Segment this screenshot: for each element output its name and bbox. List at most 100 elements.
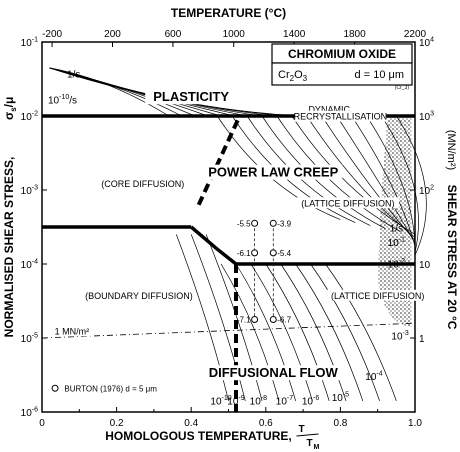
annotation: BURTON (1976) d = 5 μm bbox=[64, 384, 157, 393]
creep-contour bbox=[396, 115, 427, 256]
data-point bbox=[269, 219, 277, 227]
strain-rate-label: 1/s bbox=[390, 223, 403, 234]
annotation-bg bbox=[52, 325, 91, 337]
data-point-label: -6.7 bbox=[277, 316, 291, 325]
x-top-tick-label: 1800 bbox=[343, 29, 366, 40]
x-axis-frac-num: T bbox=[299, 424, 305, 435]
x-tick-label: 0.8 bbox=[333, 418, 347, 429]
y-right-tick-label: 104 bbox=[419, 37, 434, 50]
strain-rate-label: 10-2 bbox=[388, 258, 405, 271]
creep-contour bbox=[366, 115, 416, 250]
material-grain-size: d = 10 μm bbox=[355, 69, 404, 81]
x-top-tick-label: 200 bbox=[104, 29, 121, 40]
field-label: PLASTICITY bbox=[153, 89, 229, 104]
data-point-label: -5.5 bbox=[237, 219, 251, 228]
x-tick-label: 1.0 bbox=[408, 418, 422, 429]
x-axis-frac-den: T bbox=[307, 438, 313, 449]
x-top-tick-label: 1400 bbox=[283, 29, 306, 40]
x-top-tick-label: -200 bbox=[42, 29, 62, 40]
annotation-bg bbox=[84, 289, 193, 301]
y-right-tick-label: 102 bbox=[419, 185, 434, 198]
burton-marker bbox=[51, 384, 59, 392]
annotation: DYNAMIC bbox=[308, 104, 350, 114]
y-axis-symbol: σs/μ bbox=[2, 97, 18, 120]
creep-contour bbox=[291, 115, 416, 235]
y-right-tick-label: 1 bbox=[419, 334, 425, 345]
material-box: CHROMIUM OXIDE Cr2O3 d = 10 μm (Cr_3) bbox=[271, 43, 413, 91]
y-tick-label: 10-2 bbox=[21, 111, 38, 124]
strain-rate-label: 10-9 bbox=[227, 395, 244, 408]
data-point-label: -7.1 bbox=[237, 316, 251, 325]
diffusion-contour bbox=[325, 263, 397, 402]
y-right-axis-title: SHEAR STRESS AT 20 °C bbox=[445, 185, 459, 330]
creep-contour bbox=[246, 115, 371, 226]
diffusion-contour bbox=[310, 263, 380, 402]
field-label: DIFFUSIONAL FLOW bbox=[209, 365, 339, 380]
field-label-bg bbox=[145, 89, 238, 105]
boundary-1MN-line bbox=[41, 322, 416, 339]
annotation-bg bbox=[99, 178, 186, 190]
strain-rate-label: 10-8 bbox=[250, 395, 267, 408]
x-tick-label: 0.4 bbox=[184, 418, 198, 429]
creep-contour bbox=[336, 115, 416, 244]
strain-rate-label: 10-6 bbox=[302, 395, 319, 408]
x-tick-label: 0 bbox=[39, 418, 45, 429]
creep-contour bbox=[351, 115, 416, 247]
strain-rate-label: 10-10/s bbox=[48, 94, 77, 107]
boundary-dashed-plasticity bbox=[196, 115, 242, 206]
creep-contour bbox=[381, 115, 419, 253]
strain-rate-label: 10-7 bbox=[276, 395, 293, 408]
y-tick-label: 10-3 bbox=[21, 185, 38, 198]
annotation: (LATTICE DIFFUSION) bbox=[301, 198, 394, 208]
field-label-bg bbox=[199, 365, 347, 381]
diffusion-contour bbox=[190, 234, 246, 401]
strain-rate-label: 10-5 bbox=[332, 391, 349, 404]
diffusion-contour bbox=[295, 263, 364, 402]
y-axis-title: NORMALISED SHEAR STRESS, bbox=[2, 157, 16, 338]
diffusion-contour bbox=[175, 234, 229, 401]
y-right-tick-label: 10 bbox=[419, 260, 431, 271]
annotation-bg bbox=[326, 289, 429, 301]
creep-contour bbox=[306, 115, 416, 238]
data-point-label: -5.4 bbox=[277, 249, 291, 258]
creep-contour bbox=[261, 115, 386, 229]
annotation-bg bbox=[294, 110, 387, 122]
y-tick-label: 10-6 bbox=[21, 407, 38, 420]
diffusion-contour bbox=[220, 263, 280, 401]
data-point bbox=[269, 316, 277, 323]
diffusion-contour bbox=[280, 263, 347, 402]
annotation: (BOUNDARY DIFFUSION) bbox=[85, 291, 193, 301]
material-subbox bbox=[271, 62, 413, 86]
creep-contour bbox=[276, 115, 401, 232]
field-label: POWER LAW CREEP bbox=[208, 165, 338, 180]
annotation: RECRYSTALLISATION bbox=[294, 112, 388, 122]
x-top-tick-label: 600 bbox=[165, 29, 182, 40]
diffusion-contour bbox=[235, 263, 296, 401]
strain-rate-label: 1/s bbox=[67, 70, 80, 81]
strain-rate-label: 10-3 bbox=[391, 330, 408, 343]
y-right-tick-label: 103 bbox=[419, 111, 434, 124]
x-tick-label: 0.6 bbox=[259, 418, 273, 429]
annotation-bg bbox=[296, 197, 400, 209]
strain-rate-label: 10-1 bbox=[388, 237, 405, 250]
strain-rate-label: 10-4 bbox=[365, 371, 382, 384]
x-axis-title: HOMOLOGOUS TEMPERATURE, bbox=[105, 429, 291, 443]
material-formula: Cr2O3 bbox=[278, 69, 308, 83]
creep-contour bbox=[321, 115, 416, 241]
chart-title: CHROMIUM OXIDE bbox=[288, 47, 396, 61]
field-label-bg bbox=[204, 164, 343, 180]
annotation: 1 MN/m² bbox=[55, 326, 90, 336]
data-point bbox=[269, 249, 277, 257]
annotation: (CORE DIFFUSION) bbox=[101, 179, 184, 189]
y-right-axis-unit: (MN/m²) bbox=[445, 130, 457, 170]
annotation-bg bbox=[310, 103, 349, 115]
x-top-tick-label: 2200 bbox=[404, 29, 427, 40]
x-top-tick-label: 1000 bbox=[223, 29, 246, 40]
data-point bbox=[251, 316, 259, 323]
material-note: (Cr_3) bbox=[395, 85, 410, 91]
strain-rate-label: 10-10 bbox=[210, 395, 231, 408]
y-tick-label: 10-1 bbox=[21, 37, 38, 50]
diffusion-contour bbox=[265, 263, 330, 402]
data-point-label: -6.1 bbox=[237, 249, 251, 258]
